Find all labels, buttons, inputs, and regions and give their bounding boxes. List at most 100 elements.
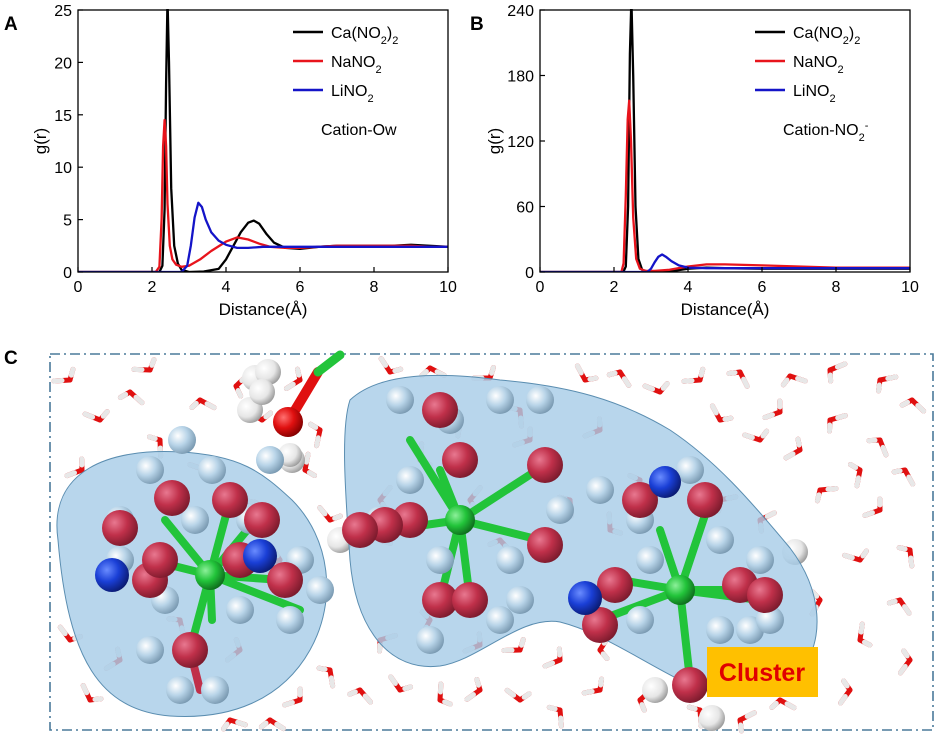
oxygen-atom	[672, 667, 708, 703]
hydrogen-stick	[558, 715, 564, 729]
hydrogen-atom	[181, 506, 209, 534]
water-molecule	[501, 636, 526, 653]
water-molecule	[842, 548, 869, 563]
hydrogen-stick	[64, 470, 78, 479]
oxygen-atom	[273, 407, 303, 437]
hydrogen-stick	[901, 648, 910, 659]
water-molecule	[897, 648, 913, 676]
hydrogen-stick	[698, 366, 706, 378]
plot-frame	[539, 9, 911, 273]
hydrogen-stick	[133, 394, 145, 406]
hydrogen-atom	[396, 466, 424, 494]
cation-oxygen-bond	[406, 436, 464, 524]
x-axis-label: Distance(Å)	[219, 300, 308, 319]
series-line-lino2	[78, 201, 448, 272]
hydrogen-stick	[542, 660, 556, 669]
water-molecule	[847, 462, 863, 489]
molecular-illustration: C Cluster	[4, 348, 934, 734]
legend-entry: Ca(NO2)2	[331, 25, 398, 47]
water-molecule	[862, 496, 883, 518]
hydrogen-stick	[317, 505, 328, 517]
hydrogen-stick	[660, 381, 670, 391]
hydrogen-stick	[258, 720, 269, 730]
x-tick-label: 8	[370, 279, 379, 296]
water-molecule	[769, 697, 797, 711]
hydrogen-atom	[426, 546, 454, 574]
hydrogen-stick	[68, 366, 76, 378]
hydrogen-stick	[221, 721, 230, 732]
hydrogen-stick	[489, 365, 496, 376]
hydrogen-stick	[726, 370, 738, 376]
hydrogen-stick	[546, 704, 558, 712]
y-tick-label: 15	[54, 108, 72, 125]
hydrogen-stick	[742, 432, 755, 441]
x-tick-label: 6	[296, 279, 305, 296]
hydrogen-stick	[642, 383, 656, 392]
y-tick-label: 240	[507, 3, 534, 20]
hydrogen-atom	[168, 426, 196, 454]
hydrogen-stick	[838, 693, 848, 706]
water-molecule	[642, 381, 670, 395]
water-molecule	[302, 451, 318, 478]
water-molecule	[886, 597, 912, 616]
hydrogen-stick	[795, 375, 808, 384]
hydrogen-stick	[304, 451, 311, 465]
cation-atom	[445, 505, 475, 535]
hydrogen-stick	[764, 510, 777, 519]
water-molecule	[857, 621, 873, 648]
hydrogen-stick	[80, 682, 90, 696]
hydrogen-stick	[332, 513, 343, 521]
oxygen-atom	[172, 632, 208, 668]
water-molecule	[826, 413, 848, 434]
x-tick-label: 6	[758, 279, 767, 296]
hydrogen-stick	[117, 391, 129, 400]
x-tick-label: 4	[222, 279, 231, 296]
hydrogen-stick	[854, 475, 861, 489]
hydrogen-stick	[906, 474, 916, 487]
hydrogen-atom	[306, 576, 334, 604]
hydrogen-atom	[255, 359, 281, 385]
hydrogen-atom	[198, 456, 226, 484]
x-tick-label: 2	[610, 279, 619, 296]
hydrogen-stick	[82, 411, 96, 420]
cation-oxygen-bond	[206, 571, 304, 614]
hydrogen-atom	[699, 705, 725, 731]
oxygen-atom	[747, 577, 783, 613]
hydrogen-stick	[606, 370, 618, 378]
oxygen-atom	[244, 502, 280, 538]
hydrogen-stick	[880, 444, 889, 458]
water-molecule	[542, 646, 563, 669]
water-molecule	[742, 428, 770, 443]
oxygen-atom	[582, 607, 618, 643]
oxygen-atom	[597, 567, 633, 603]
hydrogen-stick	[825, 486, 839, 492]
cation-oxygen-bond	[676, 586, 694, 684]
hydrogen-stick	[841, 678, 850, 689]
water-molecule	[606, 369, 632, 388]
y-tick-label: 60	[516, 200, 534, 217]
hydrogen-stick	[274, 721, 287, 732]
oxygen-atom	[422, 582, 458, 618]
hydrogen-stick	[263, 410, 274, 420]
water-molecule	[51, 366, 76, 384]
hydrogen-atom	[642, 677, 668, 703]
hydrogen-stick	[835, 413, 848, 421]
x-tick-label: 8	[832, 279, 841, 296]
water-molecule	[316, 665, 336, 689]
nitrogen-atom	[649, 466, 681, 498]
x-tick-label: 0	[74, 279, 83, 296]
water-molecule	[189, 397, 217, 411]
hydrogen-stick	[896, 545, 908, 552]
hydrogen-stick	[587, 375, 599, 382]
cluster-label: Cluster	[719, 659, 805, 687]
hydrogen-stick	[347, 689, 358, 697]
hydrogen-atom	[416, 626, 444, 654]
hydrogen-stick	[204, 401, 217, 411]
hydrogen-stick	[760, 428, 770, 439]
hydrogen-atom	[626, 606, 654, 634]
hydrogen-stick	[442, 699, 453, 707]
hydrogen-stick	[744, 710, 757, 719]
oxygen-atom	[142, 542, 178, 578]
water-molecule	[80, 682, 104, 703]
water-molecule	[117, 389, 145, 406]
